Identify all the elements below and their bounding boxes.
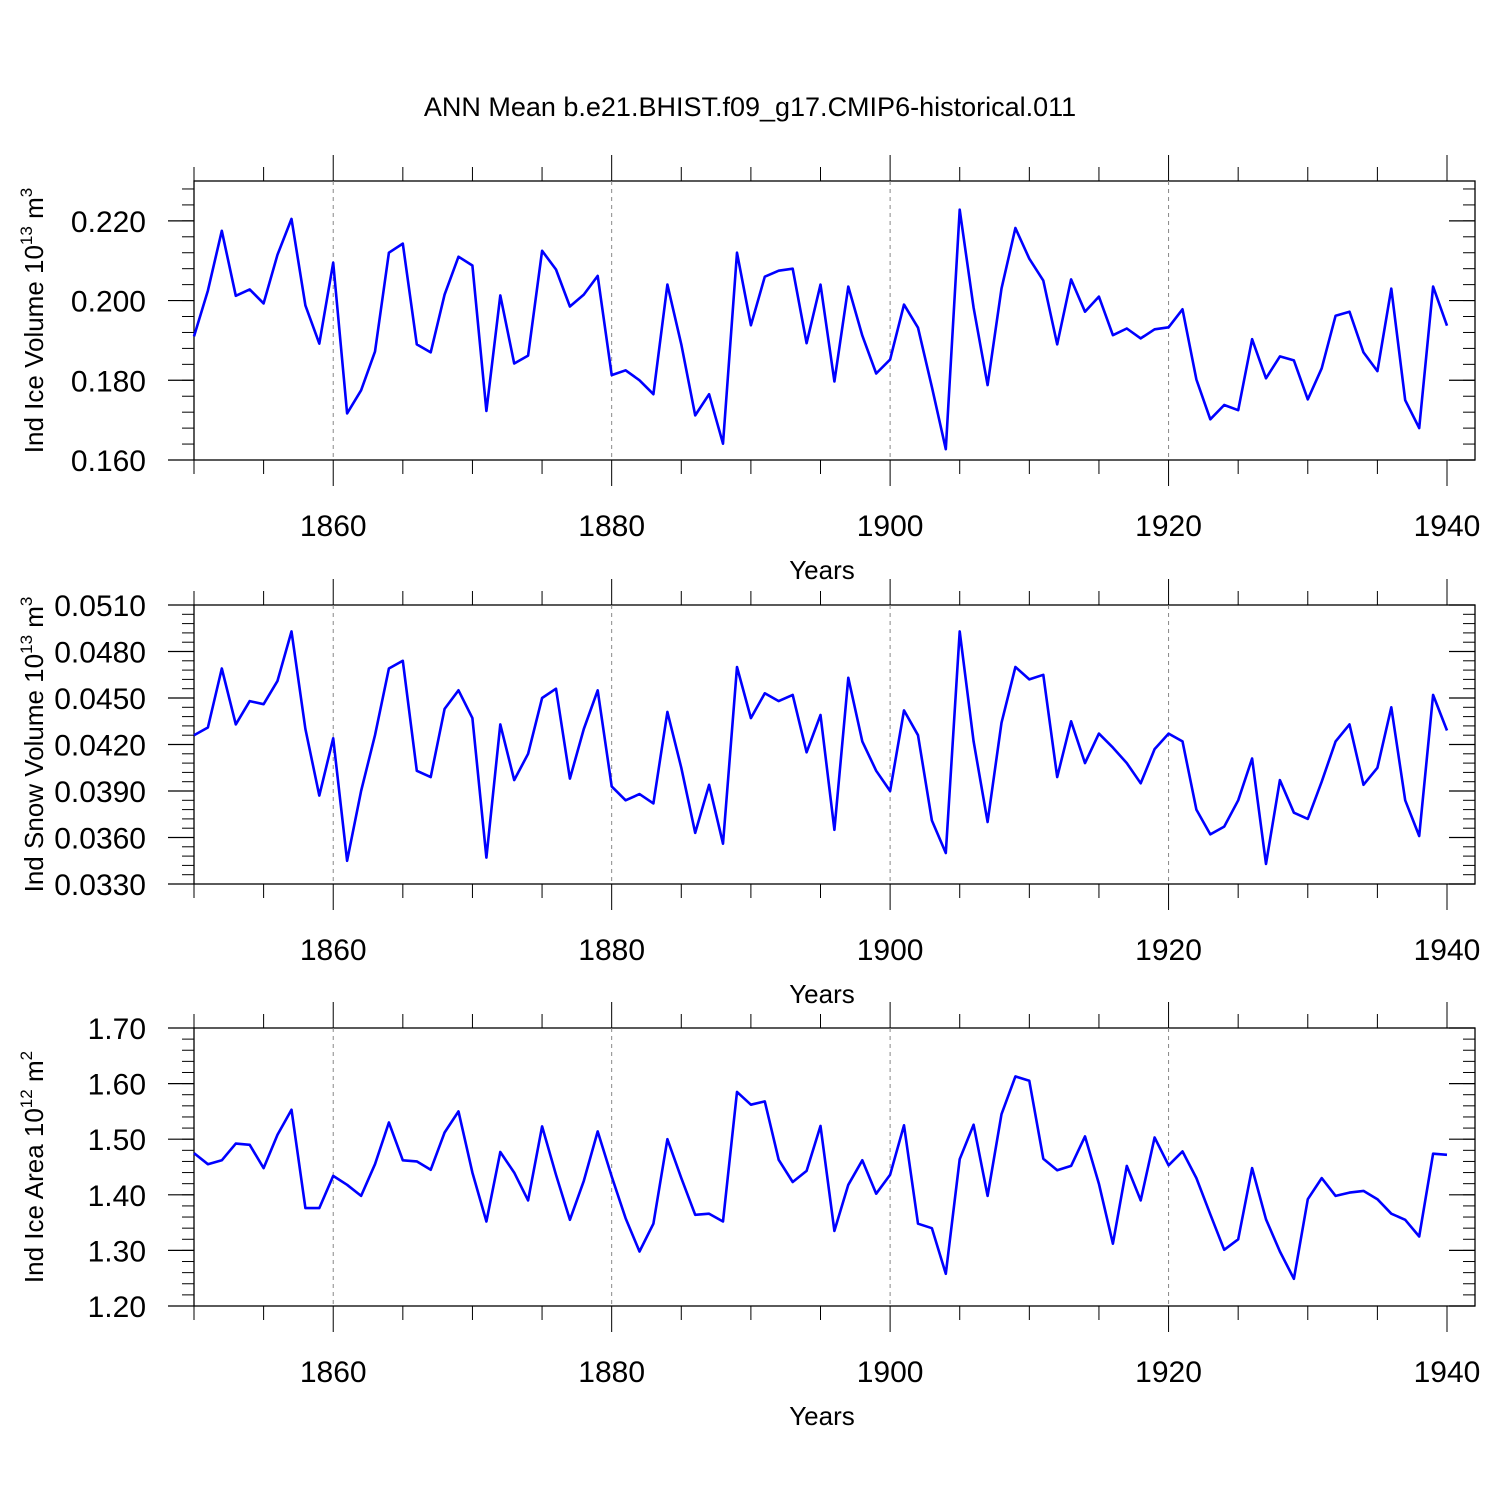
- y-tick-label: 0.0420: [54, 730, 146, 763]
- y-label-unit-exponent: 3: [17, 188, 36, 197]
- y-tick-label: 0.0510: [54, 590, 146, 623]
- x-tick-label: 1940: [1414, 510, 1481, 543]
- x-tick-label: 1920: [1135, 1356, 1202, 1389]
- y-tick-label: 0.160: [71, 445, 146, 478]
- x-tick-label: 1880: [578, 934, 645, 967]
- x-axis-label: Years: [789, 979, 855, 1009]
- y-tick-label: 0.180: [71, 365, 146, 398]
- y-label-text: Ind Ice Volume 10: [19, 245, 49, 453]
- y-axis-label: Ind Ice Volume 1013 m3: [17, 188, 49, 453]
- series-line: [193, 1075, 1448, 1281]
- y-tick-label: 0.0450: [54, 683, 146, 716]
- x-tick-label: 1860: [300, 1356, 367, 1389]
- x-tick-label: 1860: [300, 934, 367, 967]
- y-tick-label: 0.0390: [54, 776, 146, 809]
- x-tick-label: 1860: [300, 510, 367, 543]
- y-tick-label: 0.200: [71, 286, 146, 319]
- x-tick-label: 1900: [857, 510, 924, 543]
- y-tick-label: 0.0480: [54, 637, 146, 670]
- y-label-exponent: 12: [17, 1089, 36, 1108]
- chart-panel-3: 1.70 1.60 1.50 1.40 1.30 1.20 1860 1880 1900 1920…: [17, 1002, 1480, 1431]
- y-label-text: Ind Ice Area 10: [19, 1108, 49, 1283]
- y-tick-label: 1.30: [88, 1235, 146, 1268]
- plot-frame: [193, 1027, 1476, 1307]
- y-label-unit: m: [19, 1060, 49, 1089]
- chart-panel-1: 0.220 0.200 0.180 0.160 1860 1880 1900 1920 1940…: [17, 155, 1480, 585]
- x-tick-label: 1920: [1135, 934, 1202, 967]
- x-axis-label: Years: [789, 555, 855, 585]
- plot-frame: [193, 180, 1476, 461]
- y-tick-label: 1.50: [88, 1124, 146, 1157]
- plot-frame: [193, 604, 1476, 885]
- x-tick-label: 1900: [857, 1356, 924, 1389]
- y-tick-label: 0.220: [71, 206, 146, 239]
- series-line: [193, 630, 1449, 866]
- y-axis-label: Ind Snow Volume 1013 m3: [17, 597, 49, 893]
- y-label-unit: m: [19, 606, 49, 635]
- y-label-text: Ind Snow Volume 10: [19, 654, 49, 893]
- y-tick-label: 1.20: [88, 1291, 146, 1324]
- y-tick-label: 0.0360: [54, 823, 146, 856]
- x-tick-label: 1940: [1414, 934, 1481, 967]
- y-axis-label: Ind Ice Area 1012 m2: [17, 1051, 49, 1283]
- x-tick-label: 1880: [578, 1356, 645, 1389]
- x-tick-label: 1880: [578, 510, 645, 543]
- y-label-unit-exponent: 3: [17, 597, 36, 606]
- y-label-unit-exponent: 2: [17, 1051, 36, 1060]
- y-label-unit: m: [19, 197, 49, 226]
- y-label-exponent: 13: [17, 226, 36, 245]
- x-axis-label: Years: [789, 1401, 855, 1431]
- y-tick-label: 1.40: [88, 1180, 146, 1213]
- chart-panel-2: 0.0510 0.0480 0.0450 0.0420 0.0390 0.0360 0.03…: [17, 579, 1480, 1009]
- page-title: ANN Mean b.e21.BHIST.f09_g17.CMIP6-histo…: [423, 92, 1077, 122]
- y-label-exponent: 13: [17, 635, 36, 654]
- x-tick-label: 1940: [1414, 1356, 1481, 1389]
- x-tick-label: 1900: [857, 934, 924, 967]
- x-tick-label: 1920: [1135, 510, 1202, 543]
- y-tick-label: 0.0330: [54, 869, 146, 902]
- y-tick-label: 1.60: [88, 1069, 146, 1102]
- y-tick-label: 1.70: [88, 1013, 146, 1046]
- series-line: [192, 208, 1449, 451]
